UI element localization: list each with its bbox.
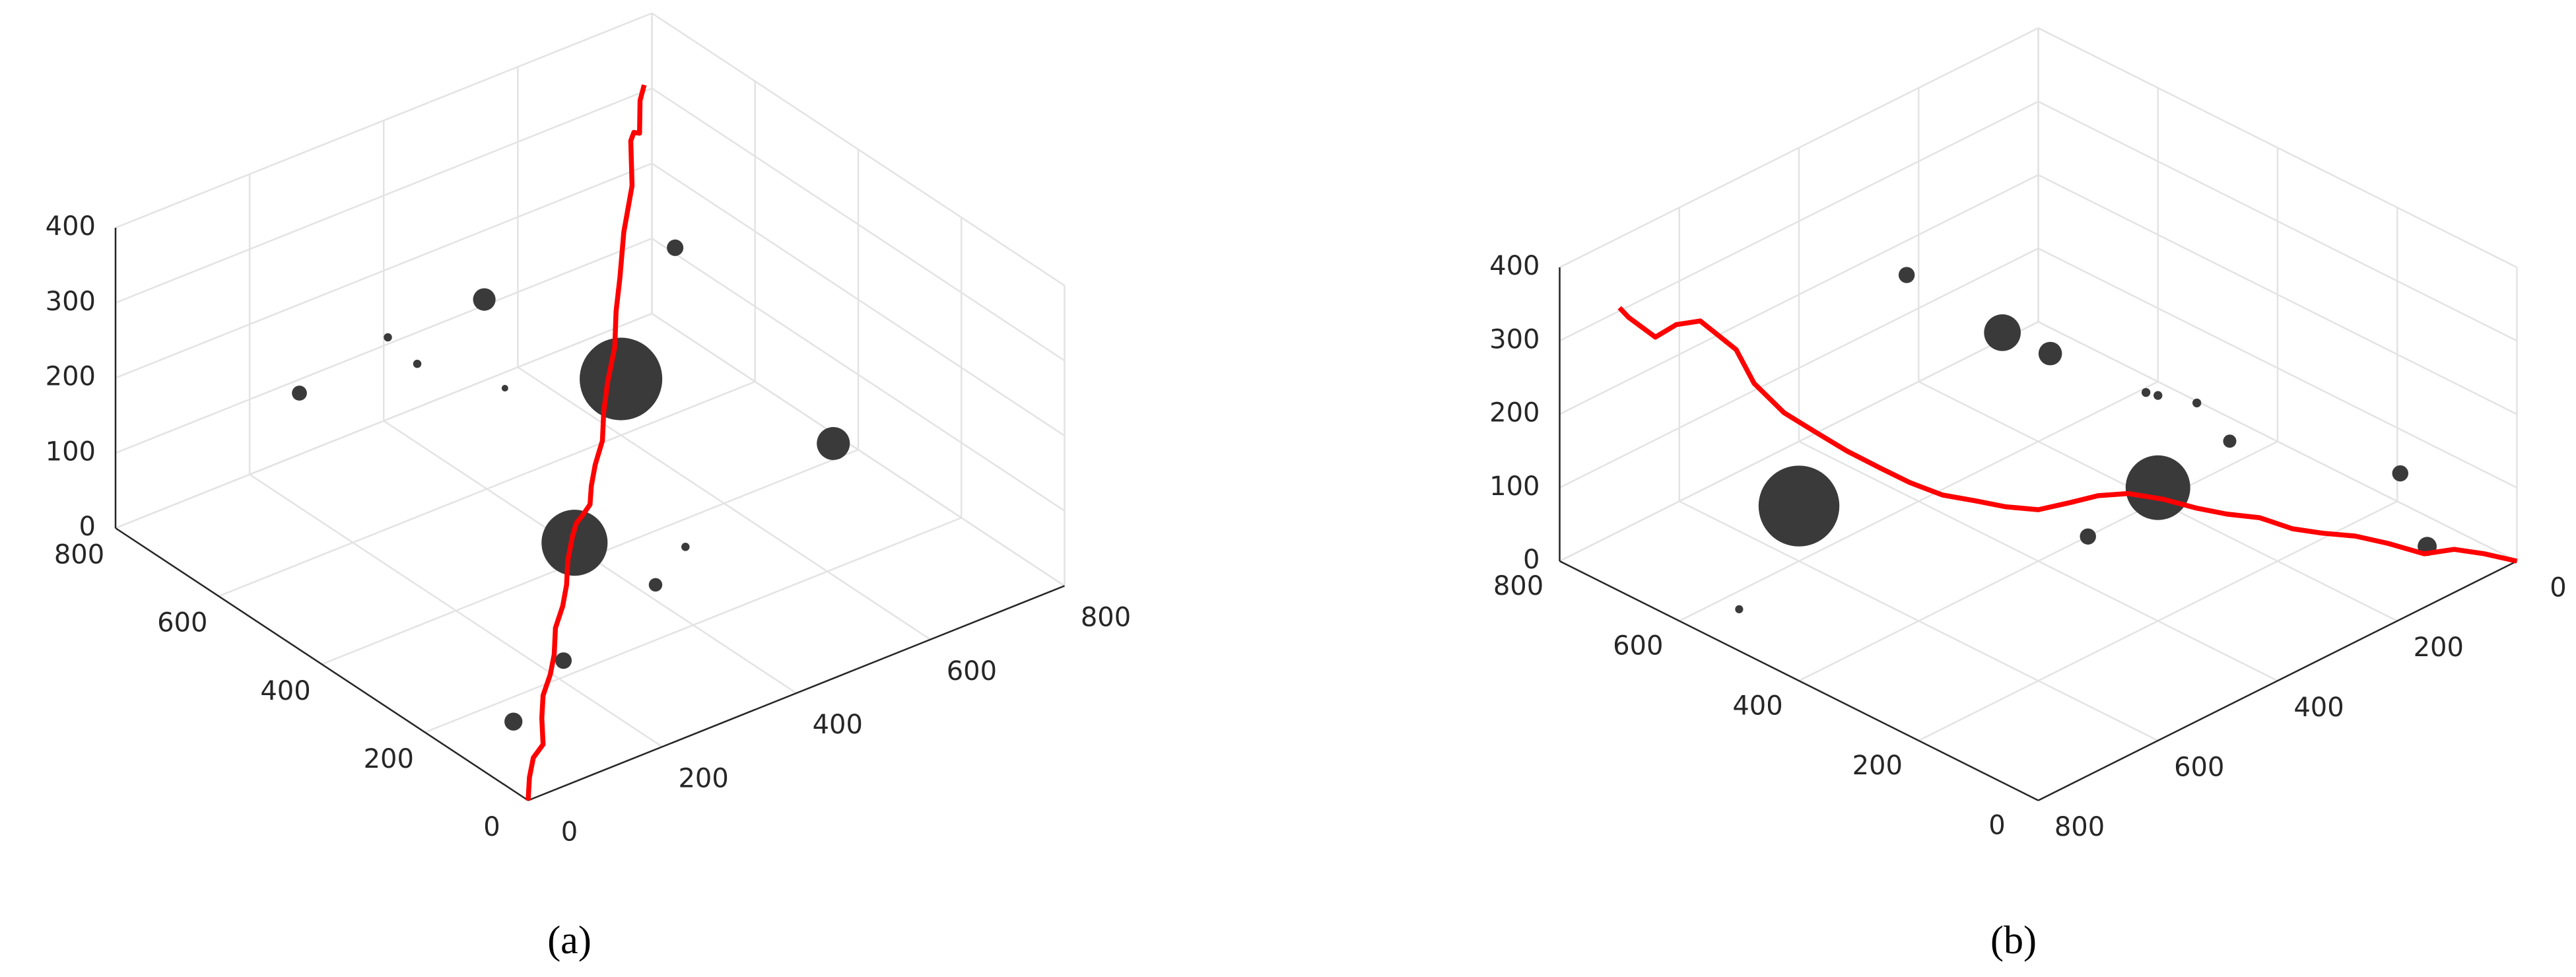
x-tick-label: 800 [2054,812,2105,842]
chart-panel: 020040060080002004006008000100200300400(… [1489,27,2567,962]
obstacle-sphere [2038,341,2062,366]
grid-line [2037,174,2518,415]
z-tick-label: 300 [1489,324,1540,354]
grid-line [1679,381,2159,622]
grid-line [2037,27,2518,269]
x-tick-label: 400 [813,710,863,740]
x-tick-label: 200 [2414,632,2464,663]
obstacle-sphere [681,543,690,551]
grid-line [115,238,652,454]
y-tick-label: 0 [1988,811,2005,841]
z-tick-label: 200 [46,362,96,392]
z-tick-label: 200 [1489,398,1540,428]
grid-line [1559,174,2039,415]
x-axis-line [527,585,1065,801]
obstacle-sphere [292,386,307,401]
x-tick-label: 600 [2174,752,2224,782]
grid-line [1798,440,2278,682]
y-tick-label: 600 [157,608,207,638]
grid-line [1559,248,2039,488]
grid-line [115,87,652,304]
obstacle-sphere [384,333,392,342]
obstacle-sphere [413,359,422,368]
y-tick-label: 800 [1493,571,1543,601]
obstacle-sphere [2080,528,2096,545]
y-tick-label: 600 [1613,631,1663,661]
x-axis-line [2037,560,2518,801]
obstacle-sphere [2125,455,2190,520]
grid-line [651,87,1066,362]
z-tick-label: 100 [1489,471,1540,502]
y-axis-line [115,527,529,801]
z-tick-label: 300 [46,286,96,317]
obstacle-sphere [1758,465,1840,547]
z-tick-label: 0 [79,512,96,542]
grid-line [651,238,1066,512]
obstacle-sphere [473,288,496,311]
grid-line [115,312,652,529]
grid-line [1559,27,2039,269]
obstacle-sphere [2192,398,2202,408]
obstacle-sphere [2223,434,2237,448]
obstacle-sphere [2141,387,2151,397]
grid-line [1918,500,2398,741]
obstacle-sphere [555,652,572,669]
obstacle-sphere [667,239,684,256]
x-tick-label: 0 [561,817,578,848]
route-line [1617,306,2518,564]
grid-line [1559,100,2039,342]
obstacle-sphere [648,578,663,592]
grid-line [218,380,756,597]
grid-line [2037,100,2518,342]
grid-line [651,12,1066,286]
x-tick-label: 400 [2293,692,2344,723]
grid-line [651,312,1066,587]
grid-line [651,162,1066,437]
obstacle-sphere [1984,314,2021,351]
z-tick-label: 0 [1523,545,1540,575]
obstacle-sphere [541,510,608,576]
panel-caption: (a) [547,918,592,962]
obstacle-sphere [2153,391,2163,400]
obstacle-sphere [2392,465,2409,482]
x-tick-label: 0 [2550,573,2566,603]
grid-line [115,12,652,229]
z-tick-label: 400 [1489,251,1540,281]
obstacle-sphere [1898,267,1915,283]
y-tick-label: 400 [1732,691,1782,721]
y-tick-label: 0 [483,812,500,842]
grid-line [1559,321,2039,562]
obstacle-sphere [1735,605,1744,614]
y-axis-line [1559,560,2039,801]
obstacle-sphere [501,385,508,392]
x-tick-label: 800 [1081,603,1131,633]
grid-line [2037,321,2518,562]
y-tick-label: 200 [364,744,414,774]
x-tick-label: 200 [678,763,728,793]
y-tick-label: 400 [260,676,310,706]
obstacle-sphere [817,426,850,460]
grid-line [424,517,962,733]
grid-line [115,162,652,379]
obstacle-sphere [580,337,663,421]
chart-panel: 020040060080002004006008000100200300400(… [46,12,1131,962]
grid-line [2037,248,2518,488]
obstacle-sphere [504,712,523,731]
y-tick-label: 800 [54,540,104,570]
panel-caption: (b) [1990,918,2037,962]
x-tick-label: 600 [947,656,997,687]
z-tick-label: 100 [46,436,96,467]
z-tick-label: 400 [46,211,96,242]
y-tick-label: 200 [1852,751,1903,781]
route-line [525,84,647,801]
